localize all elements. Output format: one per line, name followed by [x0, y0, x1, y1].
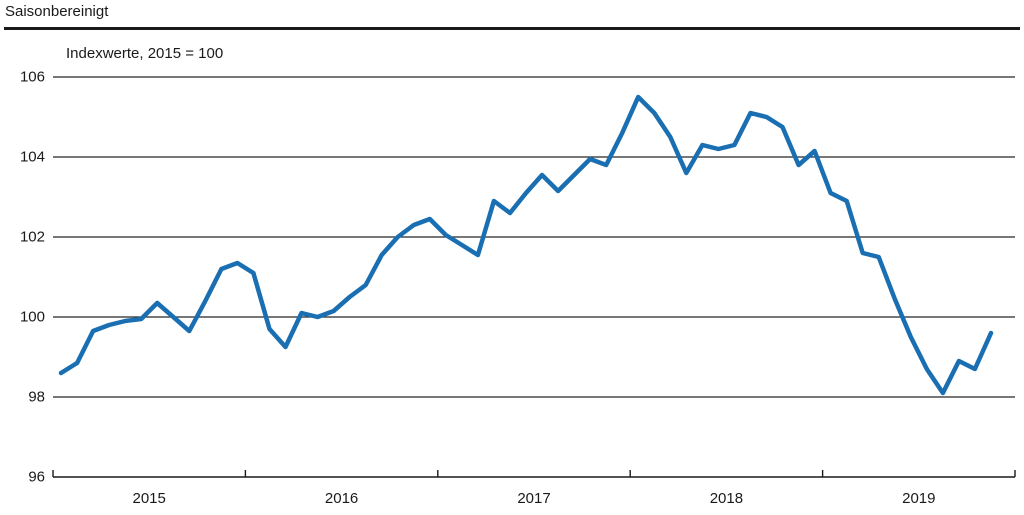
y-axis-label: 100: [20, 309, 45, 326]
title-rule: [4, 27, 1020, 30]
y-axis-label: 98: [28, 389, 45, 406]
y-axis-label: 104: [20, 149, 45, 166]
y-axis-label: 106: [20, 69, 45, 86]
chart-title: Saisonbereinigt: [5, 3, 109, 20]
x-axis-label: 2018: [710, 490, 743, 507]
x-axis-label: 2015: [133, 490, 166, 507]
x-axis-label: 2016: [325, 490, 358, 507]
x-axis-label: 2017: [517, 490, 550, 507]
y-axis-label: 102: [20, 229, 45, 246]
x-axis-label: 2019: [902, 490, 935, 507]
data-line: [58, 94, 994, 396]
y-axis-label: 96: [28, 469, 45, 486]
chart-subtitle: Indexwerte, 2015 = 100: [66, 45, 224, 62]
